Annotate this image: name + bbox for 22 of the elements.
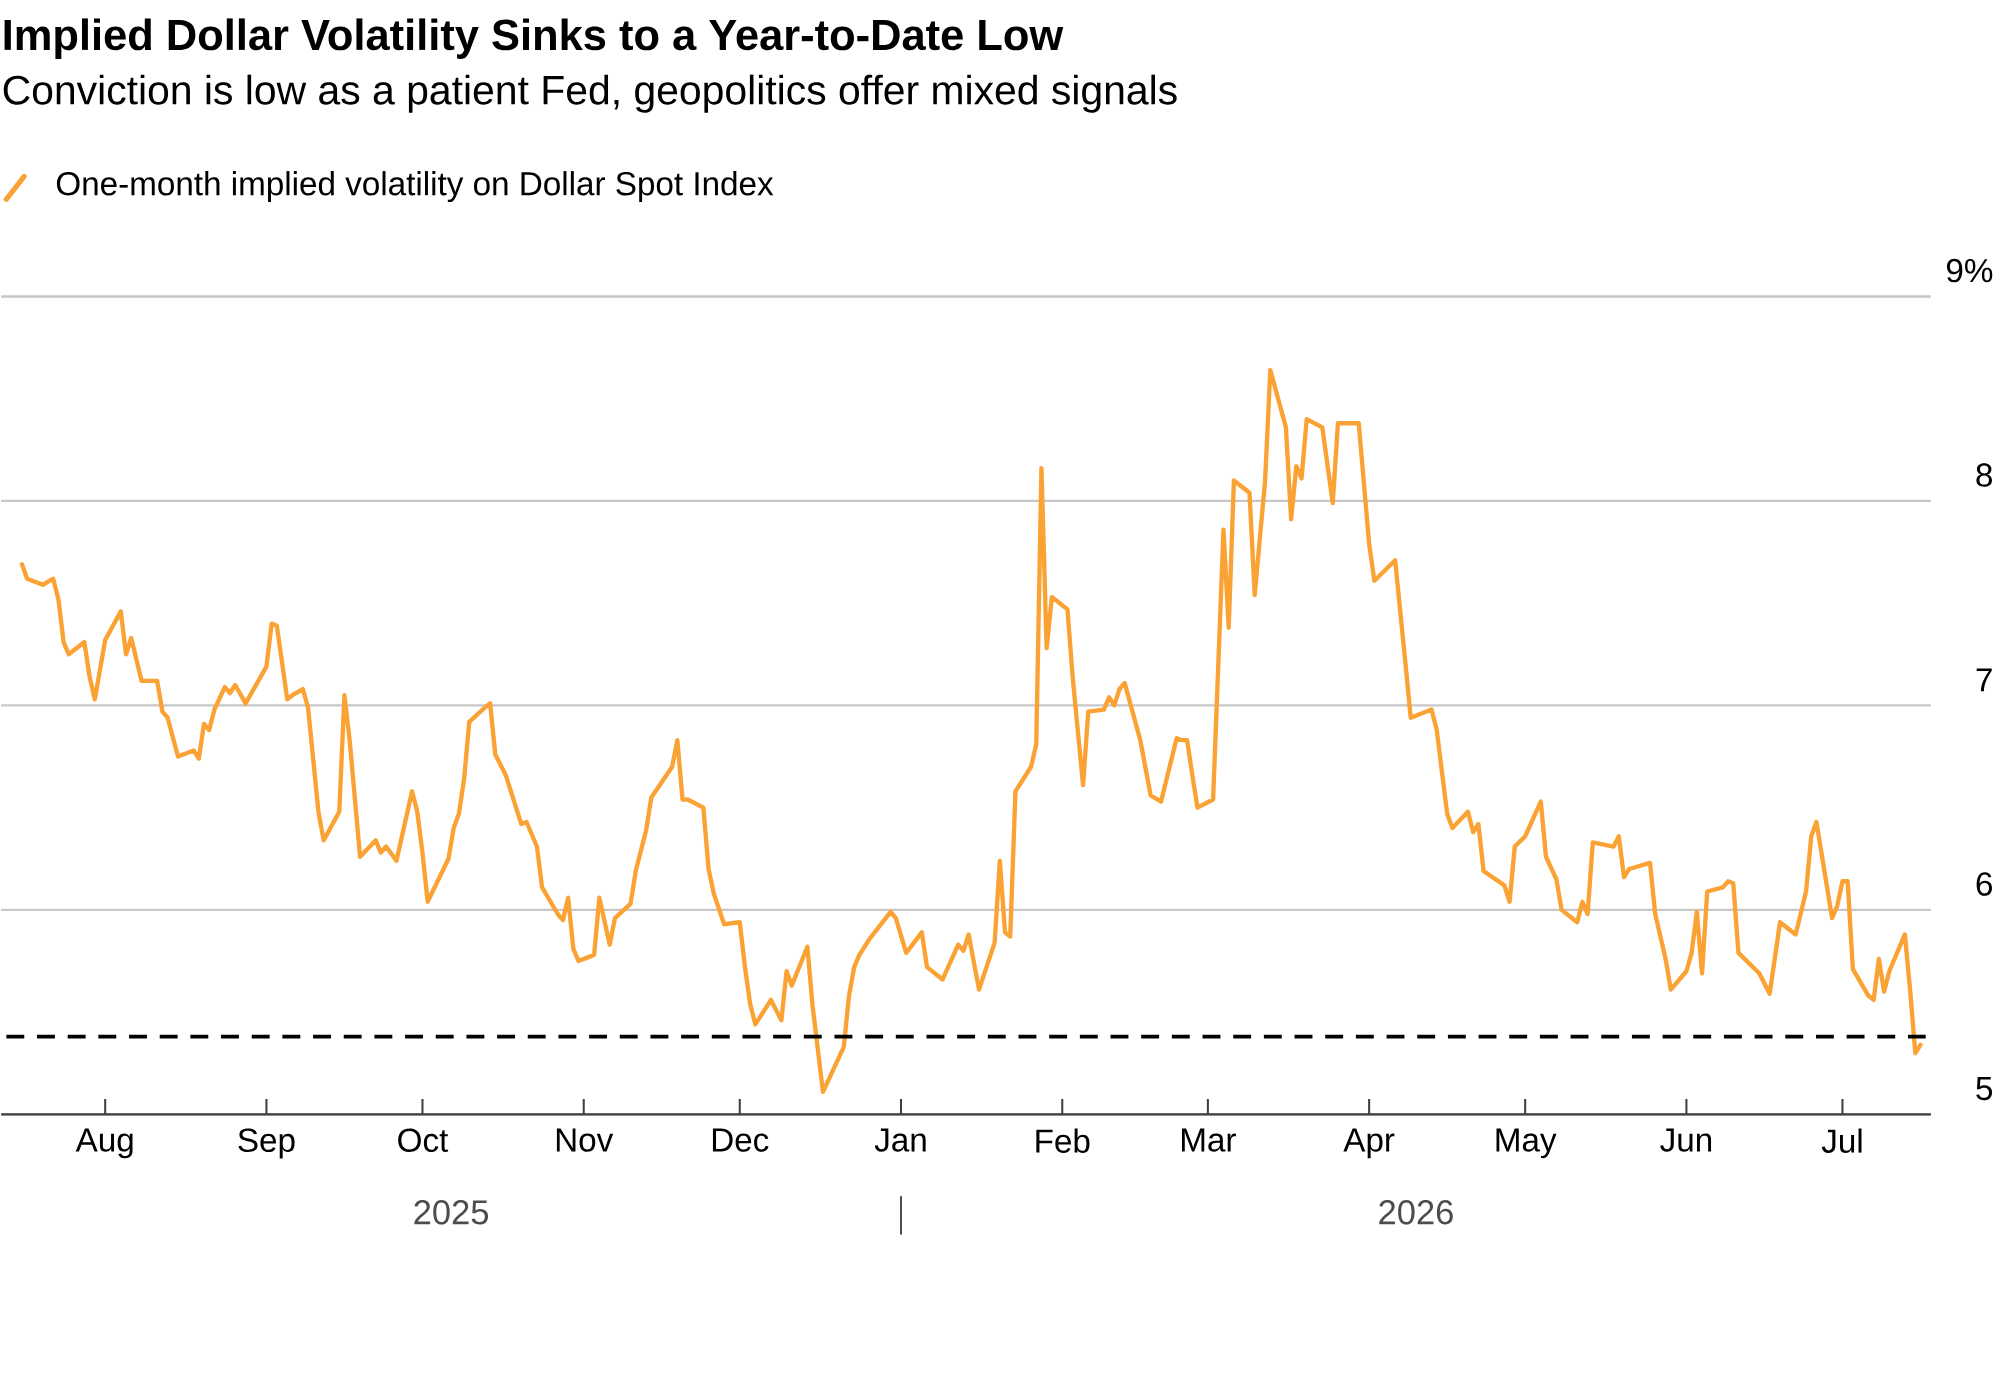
chart-subtitle: Conviction is low as a patient Fed, geopolitics offer mixed signals	[3, 74, 1177, 113]
y-tick-label: 8	[1976, 463, 1992, 487]
x-tick-label: May	[1496, 1128, 1557, 1159]
x-tick-label: Mar	[1182, 1128, 1236, 1152]
y-tick-label: 9%	[1946, 258, 1993, 283]
x-tick-label: Jul	[1821, 1128, 1862, 1154]
x-tick-label: Sep	[238, 1128, 295, 1159]
legend-label: One-month implied volatility on Dollar Spot Index	[56, 171, 774, 203]
y-tick-label: 6	[1976, 872, 1992, 896]
x-tick-label: Nov	[556, 1128, 614, 1152]
chart-title: Implied Dollar Volatility Sinks to a Year-to-Date Low	[4, 18, 1064, 60]
y-tick-label: 5	[1976, 1077, 1993, 1101]
x-tick-label: Feb	[1036, 1128, 1090, 1154]
x-tick-label: Jun	[1660, 1128, 1712, 1152]
text: 2025	[414, 1200, 489, 1225]
x-tick-label: Dec	[712, 1128, 769, 1152]
text: 2026	[1379, 1200, 1453, 1225]
x-tick-label: Apr	[1343, 1128, 1395, 1159]
x-tick-label: Oct	[398, 1128, 449, 1153]
y-tick-label: 7	[1976, 668, 1992, 692]
x-tick-label: Aug	[75, 1128, 133, 1159]
x-tick-label: Jan	[874, 1128, 926, 1152]
